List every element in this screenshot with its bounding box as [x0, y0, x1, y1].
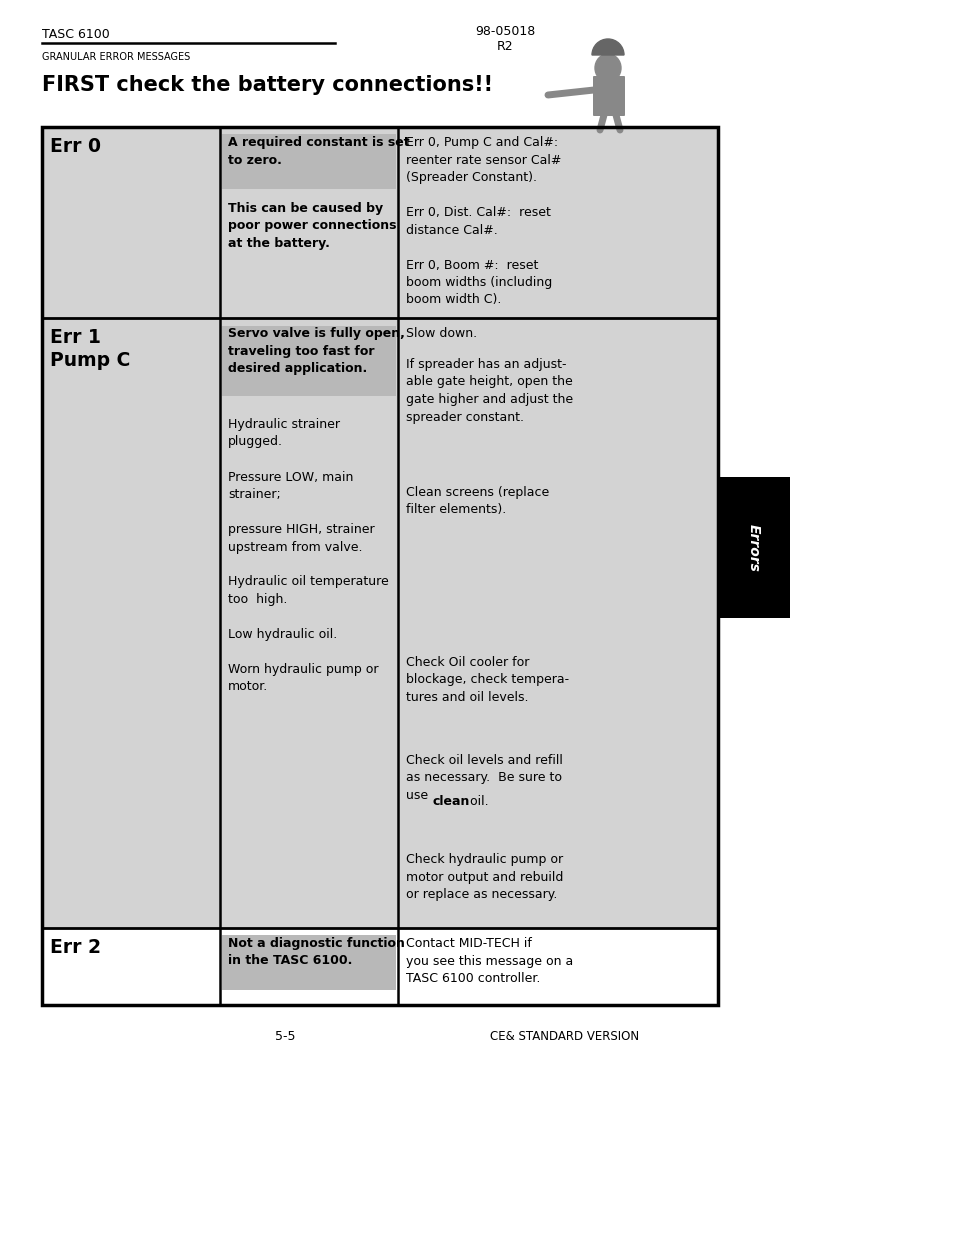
Text: Check oil levels and refill
as necessary.  Be sure to
use: Check oil levels and refill as necessary…	[406, 755, 562, 802]
Text: If spreader has an adjust-
able gate height, open the
gate higher and adjust the: If spreader has an adjust- able gate hei…	[406, 358, 573, 424]
Text: GRANULAR ERROR MESSAGES: GRANULAR ERROR MESSAGES	[42, 52, 190, 62]
Bar	[42, 127, 718, 317]
Text: TASC 6100: TASC 6100	[42, 28, 110, 41]
Bar	[222, 135, 395, 189]
Text: Hydraulic strainer
plugged.

Pressure LOW, main
strainer;

pressure HIGH, strain: Hydraulic strainer plugged. Pressure LOW…	[228, 417, 388, 694]
Text: This can be caused by
poor power connections
at the battery.: This can be caused by poor power connect…	[228, 203, 396, 249]
Bar	[222, 326, 395, 396]
Text: clean: clean	[433, 795, 470, 808]
Text: Not a diagnostic function
in the TASC 6100.: Not a diagnostic function in the TASC 61…	[228, 937, 404, 967]
Bar	[42, 927, 718, 1005]
Text: Check Oil cooler for
blockage, check tempera-
tures and oil levels.: Check Oil cooler for blockage, check tem…	[406, 656, 569, 704]
Bar	[42, 317, 718, 927]
Wedge shape	[592, 40, 623, 56]
Text: Err 0: Err 0	[50, 137, 101, 156]
Text: FIRST check the battery connections!!: FIRST check the battery connections!!	[42, 75, 493, 95]
Text: Err 2: Err 2	[50, 939, 101, 957]
Text: CE& STANDARD VERSION: CE& STANDARD VERSION	[490, 1030, 639, 1044]
Text: A required constant is set
to zero.: A required constant is set to zero.	[228, 136, 409, 167]
FancyBboxPatch shape	[593, 77, 624, 116]
Text: Slow down.: Slow down.	[406, 327, 476, 340]
Text: Check hydraulic pump or
motor output and rebuild
or replace as necessary.: Check hydraulic pump or motor output and…	[406, 853, 563, 902]
Bar	[222, 935, 395, 990]
Ellipse shape	[595, 54, 620, 82]
Text: R2: R2	[497, 40, 513, 53]
Text: 98-05018: 98-05018	[475, 25, 535, 38]
Text: Servo valve is fully open,
traveling too fast for
desired application.: Servo valve is fully open, traveling too…	[228, 327, 404, 375]
Text: Err 0, Pump C and Cal#:
reenter rate sensor Cal#
(Spreader Constant).

Err 0, Di: Err 0, Pump C and Cal#: reenter rate sen…	[406, 136, 560, 306]
Text: Contact MID-TECH if
you see this message on a
TASC 6100 controller.: Contact MID-TECH if you see this message…	[406, 937, 573, 986]
Text: Clean screens (replace
filter elements).: Clean screens (replace filter elements).	[406, 487, 549, 516]
Bar	[718, 477, 789, 618]
Text: Err 1
Pump C: Err 1 Pump C	[50, 329, 131, 370]
Text: 5-5: 5-5	[274, 1030, 294, 1044]
Text: oil.: oil.	[465, 795, 488, 808]
Text: Errors: Errors	[746, 524, 760, 572]
Bar	[42, 127, 718, 1005]
